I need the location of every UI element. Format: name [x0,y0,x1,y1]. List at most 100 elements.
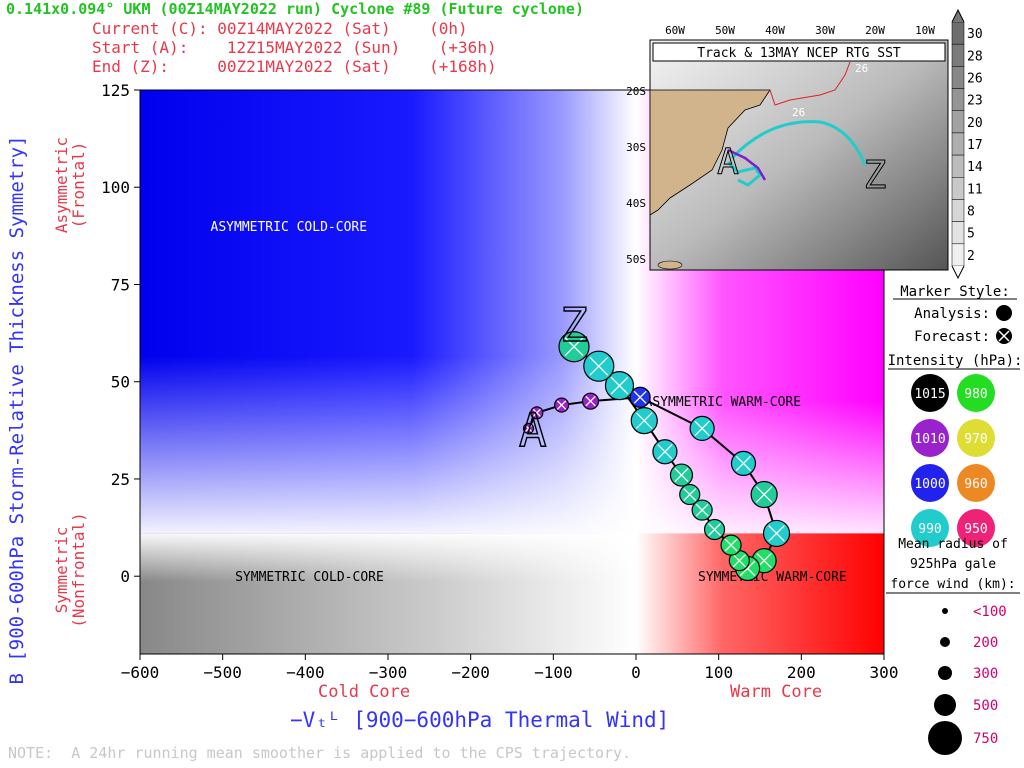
inset-lat-label: 50S [626,253,646,266]
marker-cross [532,408,541,417]
legend-intensity-title: Intensity (hPa): [888,353,1023,369]
trajectory-marker [703,518,726,541]
inset-lon-label: 50W [715,24,735,37]
sym-cold-label: SYMMETRIC COLD-CORE [235,570,384,585]
trajectory-marker [720,534,742,556]
intensity-swatch [911,419,949,457]
marker-cross [735,455,752,472]
colorbar-segment [951,43,965,67]
marker-cross [732,554,746,568]
marker-cross [556,400,567,410]
inset-land [649,89,771,216]
marker-cross [633,390,647,404]
colorbar-top-arrow [951,8,965,23]
legend-radius-title: force wind (km): [890,577,1015,592]
plot-axes: −600 −500 −400 −300 −200 −100 0 100 200 300 0 25 50 7… [101,81,898,682]
y-tick-label: 100 [101,178,130,197]
legend-analysis-marker [996,305,1012,321]
y-tick-label: 25 [111,470,130,489]
inset-lat-label: 30S [626,141,646,154]
inset-lon-label: 10W [915,24,935,37]
trajectory-marker [762,519,791,548]
intensity-swatch [911,464,949,502]
colorbar-segment [951,177,965,200]
colorbar-segment [951,66,965,89]
intensity-swatch [911,509,949,547]
radius-swatch [940,637,950,647]
trajectory-marker [630,407,658,435]
inset-lon-label: 30W [815,24,835,37]
intensity-label: 970 [964,432,987,447]
trajectory-marker [530,406,544,420]
x-tick-label: −600 [121,663,160,682]
intensity-swatch [957,464,995,502]
colorbar-segment [951,221,965,245]
trajectory-marker [553,397,570,413]
trajectory-marker [583,350,615,382]
intensity-swatch [911,374,949,412]
trajectory-marker [730,450,757,477]
marker-cross [657,444,673,460]
marker-cross [695,503,709,517]
marker-cross [610,376,629,395]
inset-contour-label: 26 [855,62,868,75]
radius-label: 200 [973,635,998,651]
marker-cross [739,560,756,577]
radius-swatch [938,666,952,680]
inset-contour-label: 26 [792,106,805,119]
x-axis-warm-label: Warm Core [730,682,823,702]
x-tick-label: 0 [631,663,641,682]
inset-track-early [727,148,767,181]
trajectory-marker [669,463,694,487]
radius-swatch [928,721,962,755]
inset-track-late [730,120,867,166]
colorbar-bottom-arrow [951,265,965,280]
radius-label: 500 [973,698,998,714]
trajectory-marker [679,483,701,506]
marker-cross [755,486,773,503]
inset-lon-label: 60W [665,24,685,37]
colorbar-segment [951,88,965,111]
legend-panel: Marker Style: Analysis: Forecast: Intensity… [886,284,1022,755]
x-tick-label: 200 [787,663,816,682]
trajectory: AZ [518,297,791,582]
x-tick-label: −100 [534,663,573,682]
intensity-label: 960 [964,477,987,492]
marker-cross [683,488,697,501]
colorbar-label: 17 [967,138,983,153]
chart-title: 0.141x0.094° UKM (00Z14MAY2022 run) Cycl… [6,0,584,18]
start-marker-A: A [519,403,547,457]
asym-warm-label: ASYMMETRIC WARM-CORE [645,395,802,410]
inset-lon-label: 40W [765,24,785,37]
trajectory-marker [604,371,635,401]
legend-radius-title: 925hPa gale [910,557,996,572]
marker-cross [525,424,532,432]
colorbar-label: 8 [967,205,975,220]
x-tick-label: 100 [704,663,733,682]
trajectory-marker [522,422,535,434]
trajectory-marker [581,392,600,410]
colorbar-label: 2 [967,249,975,264]
sym-cold-fade [140,533,636,654]
smoother-note: NOTE: A 24hr running mean smoother is ap… [8,744,632,762]
radius-label: 300 [973,666,998,682]
trajectory-marker [629,386,651,408]
end-time-line: End (Z): 00Z21MAY2022 (Sat) (+168h) [92,57,497,76]
x-tick-label: −500 [203,663,242,682]
inset-lat-label: 40S [626,197,646,210]
trajectory-marker [691,499,713,521]
radius-label: <100 [973,604,1007,620]
asym-cold-label: ASYMMETRIC COLD-CORE [211,220,368,235]
plot-frame [139,89,885,655]
marker-cross [585,395,596,407]
colorbar-label: 11 [967,182,983,197]
colorbar-label: 23 [967,94,983,109]
colorbar-label: 14 [967,160,983,175]
trajectory-marker [558,331,590,363]
colorbar-label: 20 [967,116,983,131]
x-tick-label: −300 [369,663,408,682]
intensity-label: 990 [918,522,941,537]
radius-label: 750 [973,731,998,747]
start-time-line: Start (A): 12Z15MAY2022 (Sun) (+36h) [92,38,497,57]
